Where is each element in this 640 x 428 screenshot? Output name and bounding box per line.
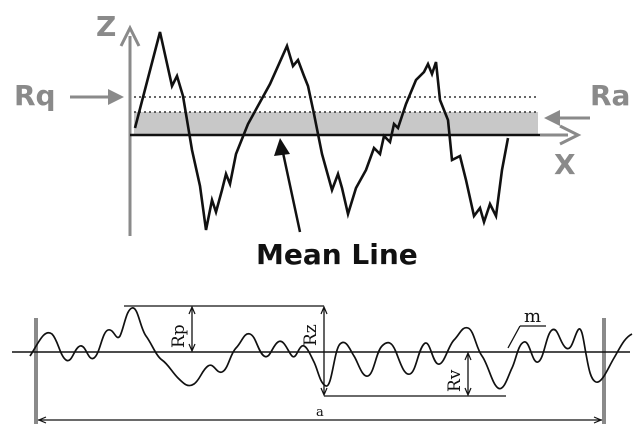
rp-arrow-top: [188, 305, 196, 315]
x-axis-arrowhead: [559, 124, 582, 146]
rv-arrow-top: [464, 351, 472, 361]
z-axis-label: Z: [96, 10, 116, 43]
x-axis-label: X: [554, 148, 576, 181]
m-pointer: [507, 325, 521, 349]
rv-label: Rv: [445, 369, 465, 392]
rv-arrow-bottom: [464, 387, 472, 397]
rp-arrow-bottom: [188, 343, 196, 353]
ra-label: Ra: [590, 79, 630, 112]
top-surface-profile: [133, 31, 510, 231]
rz-arrow-bottom: [320, 387, 328, 397]
ra-band: [134, 112, 538, 135]
z-axis-arrowhead: [119, 24, 141, 47]
mean-line-label: Mean Line: [256, 238, 418, 271]
mean-line-pointer-head: [274, 138, 290, 156]
top-profile-diagram: Rq Ra Z X Mean Line: [14, 10, 630, 271]
ra-arrowhead: [544, 110, 560, 126]
length-arrow-left: [37, 416, 47, 424]
right-boundary-bar: [602, 318, 606, 424]
rp-label: Rp: [169, 324, 189, 348]
left-boundary-bar: [34, 318, 38, 424]
length-arrow-right: [593, 416, 603, 424]
rz-arrow-top: [320, 305, 328, 315]
m-label: m: [524, 306, 541, 327]
rz-label: Rz: [301, 324, 321, 346]
rq-label: Rq: [14, 79, 56, 112]
bottom-surface-profile: [29, 307, 633, 390]
bottom-profile-diagram: Rp Rz Rv m a: [12, 305, 633, 424]
rq-arrowhead: [108, 89, 124, 105]
mean-line-pointer: [280, 147, 302, 233]
length-label: a: [316, 405, 324, 420]
